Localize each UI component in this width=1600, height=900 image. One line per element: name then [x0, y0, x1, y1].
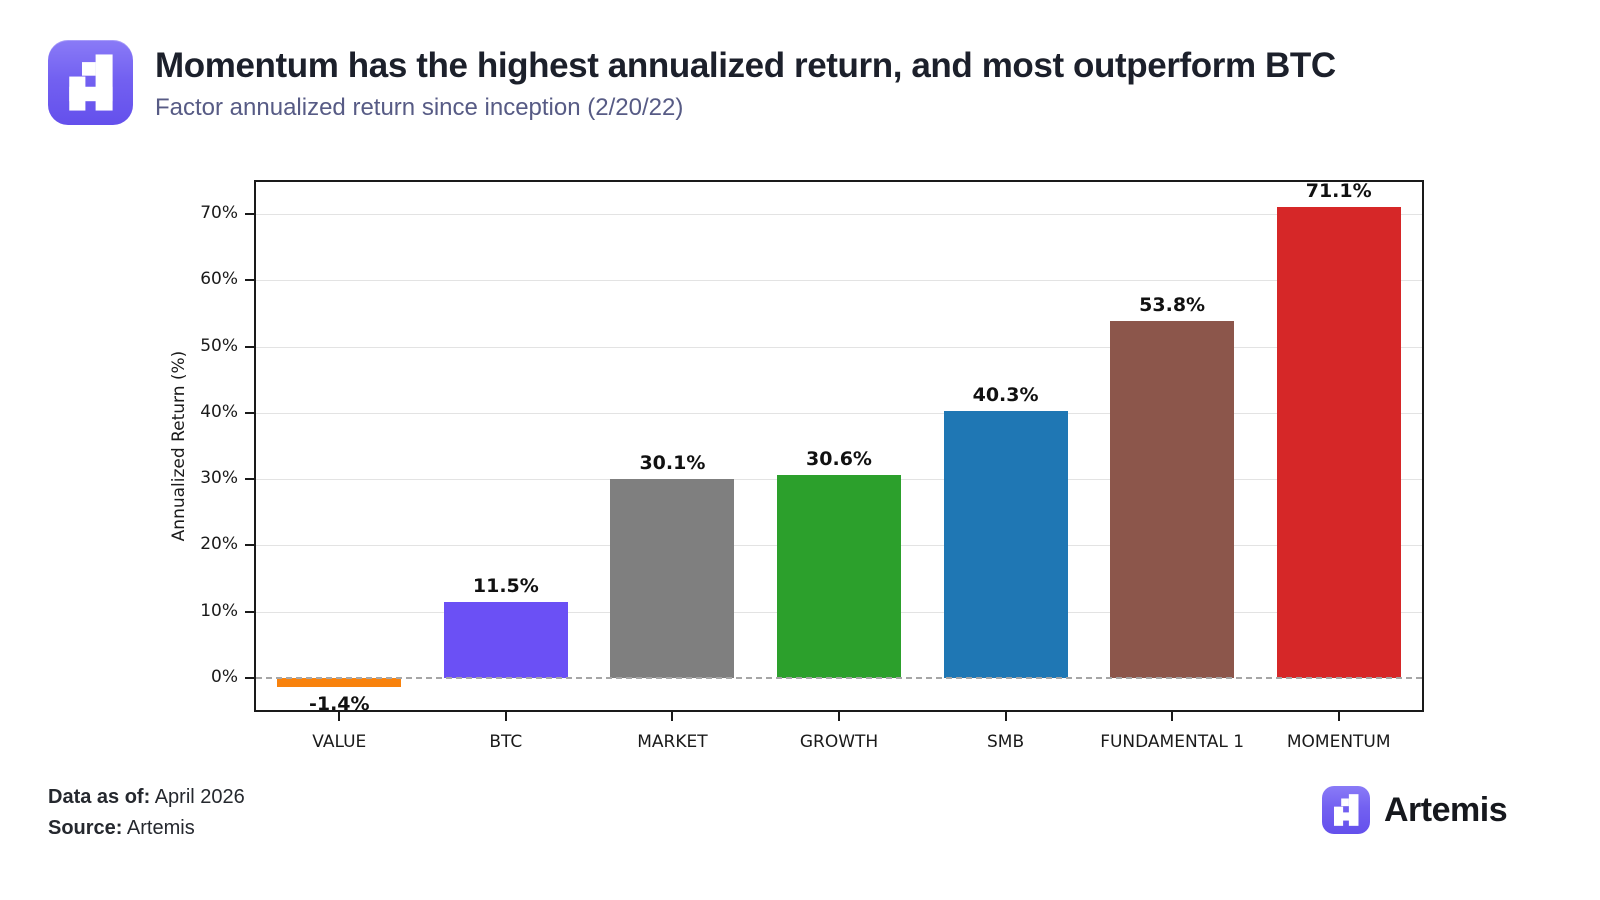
pixel-a-icon: [1334, 794, 1359, 826]
y-tick-label: 50%: [200, 335, 238, 356]
bar-btc: [443, 601, 568, 679]
gridline: [256, 412, 1422, 414]
source-label: Source:: [48, 817, 123, 839]
bar-value-label: 53.8%: [1139, 294, 1206, 317]
artemis-logo-icon-small: [1322, 786, 1370, 834]
page-subtitle: Factor annualized return since inception…: [155, 94, 684, 122]
bar-market: [610, 478, 735, 679]
x-tick-label: FUNDAMENTAL 1: [1100, 732, 1245, 752]
y-axis-tick: [245, 212, 254, 215]
bar-growth: [777, 475, 901, 679]
bar-momentum: [1276, 206, 1401, 679]
pixel-a-icon: [69, 54, 113, 111]
y-tick-label: 60%: [200, 269, 238, 290]
source-line: Source: Artemis: [48, 813, 245, 844]
bar-value: [277, 678, 402, 688]
plot-area: 0% 10% 20% 30% 40% 50% 60% 70% -1.4% VALUE 11.5% BT…: [200, 179, 1424, 752]
y-tick-label: 30%: [200, 468, 238, 489]
x-axis-tick: [1337, 712, 1340, 721]
bar-fundamental-1: [1110, 321, 1235, 679]
y-axis-title: Annualized Return (%): [169, 350, 189, 542]
x-tick-label: BTC: [489, 732, 523, 752]
x-axis-tick: [504, 712, 507, 721]
gridline: [256, 280, 1422, 282]
data-as-of-label: Data as of:: [48, 786, 151, 808]
y-tick-label: 0%: [211, 667, 238, 688]
y-axis-tick: [245, 345, 254, 348]
x-tick-label: MARKET: [637, 732, 708, 752]
x-axis-tick: [671, 712, 674, 721]
y-axis-tick: [245, 279, 254, 282]
y-tick-label: 40%: [200, 401, 238, 422]
bar-value-label: 11.5%: [472, 574, 539, 597]
x-axis-tick: [338, 712, 341, 721]
bar-value-label: 30.6%: [806, 448, 872, 471]
y-axis-tick: [245, 478, 254, 481]
data-as-of-value: April 2026: [154, 786, 245, 808]
gridline: [256, 213, 1422, 215]
page-title: Momentum has the highest annualized retu…: [155, 46, 1336, 85]
source-value: Artemis: [126, 817, 195, 839]
y-tick-label: 70%: [200, 202, 238, 223]
bar-value-label: 30.1%: [639, 451, 706, 474]
x-axis-tick: [838, 712, 840, 721]
gridline: [256, 346, 1422, 348]
y-axis-tick: [245, 411, 254, 414]
footer-notes: Data as of: April 2026 Source: Artemis: [48, 782, 245, 844]
artemis-logo-icon: [48, 40, 133, 125]
bar-value-label: -1.4%: [308, 693, 370, 716]
x-tick-label: SMB: [987, 732, 1025, 752]
data-as-of-line: Data as of: April 2026: [48, 782, 245, 813]
bar-value-label: 40.3%: [972, 383, 1039, 406]
brand-wordmark: Artemis: [1384, 790, 1508, 829]
chart-header: Momentum has the highest annualized retu…: [155, 46, 1555, 122]
y-tick-label: 20%: [200, 534, 238, 555]
y-axis-tick: [245, 610, 254, 613]
bar-value-label: 71.1%: [1305, 179, 1372, 202]
zero-baseline: [256, 677, 1422, 680]
x-tick-label: VALUE: [312, 732, 367, 752]
brand-lockup: Artemis: [1322, 786, 1508, 834]
y-axis-tick: [245, 544, 254, 547]
x-axis-tick: [1171, 712, 1174, 721]
x-tick-label: MOMENTUM: [1286, 732, 1391, 752]
x-axis-tick: [1004, 712, 1007, 721]
y-tick-label: 10%: [200, 600, 238, 621]
y-axis-tick: [245, 677, 254, 680]
bar-smb: [943, 410, 1068, 679]
x-tick-label: GROWTH: [799, 732, 879, 752]
